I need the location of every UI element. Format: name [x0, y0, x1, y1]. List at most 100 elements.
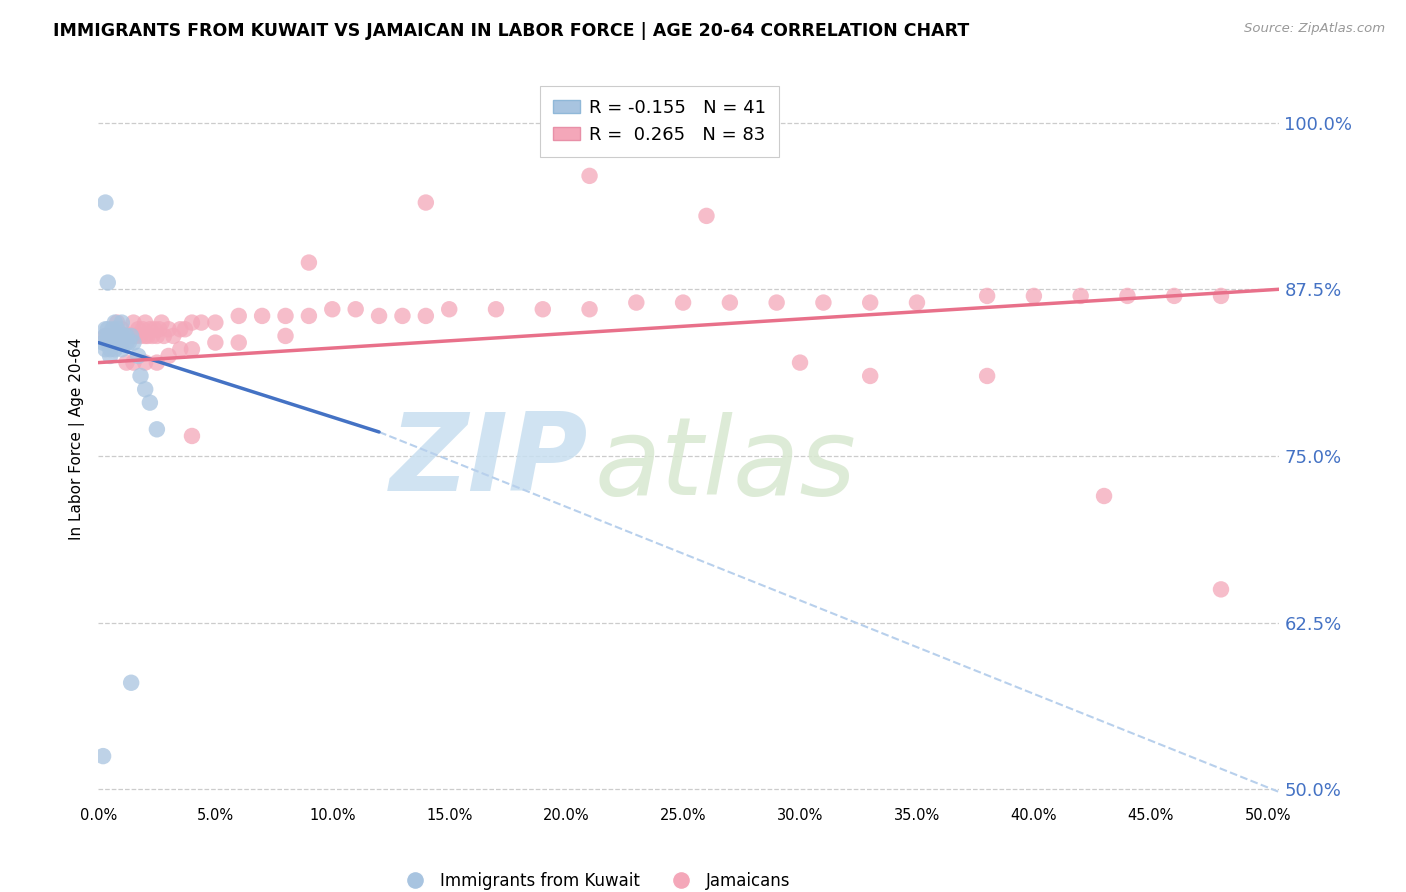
Point: [578, 302, 600, 317]
Point: [415, 309, 437, 323]
Point: [122, 335, 145, 350]
Point: [129, 368, 152, 383]
Point: [391, 309, 413, 323]
Point: [344, 302, 367, 317]
Point: [111, 329, 134, 343]
Point: [101, 329, 124, 343]
Point: [104, 329, 127, 343]
Point: [91, 749, 114, 764]
Point: [204, 335, 226, 350]
Point: [321, 302, 343, 317]
Point: [439, 302, 461, 317]
Point: [118, 329, 141, 343]
Point: [97, 322, 120, 336]
Point: [146, 422, 169, 436]
Point: [134, 382, 156, 396]
Point: [115, 335, 138, 350]
Point: [204, 316, 226, 330]
Point: [139, 322, 162, 336]
Point: [94, 329, 117, 343]
Point: [111, 316, 134, 330]
Point: [976, 289, 998, 303]
Point: [112, 335, 135, 350]
Point: [122, 316, 145, 330]
Point: [98, 335, 121, 350]
Point: [91, 335, 114, 350]
Point: [120, 329, 142, 343]
Point: [98, 329, 121, 343]
Point: [101, 322, 124, 336]
Point: [105, 316, 128, 330]
Point: [672, 295, 695, 310]
Point: [1092, 489, 1115, 503]
Point: [105, 335, 128, 350]
Point: [626, 295, 648, 310]
Point: [228, 309, 250, 323]
Point: [97, 329, 120, 343]
Text: atlas: atlas: [595, 412, 856, 517]
Point: [122, 356, 145, 370]
Point: [274, 309, 297, 323]
Point: [485, 302, 508, 317]
Point: [146, 356, 169, 370]
Point: [105, 329, 128, 343]
Point: [181, 343, 204, 357]
Point: [274, 329, 297, 343]
Point: [127, 322, 149, 336]
Point: [108, 329, 131, 343]
Point: [298, 255, 321, 269]
Point: [1116, 289, 1139, 303]
Point: [111, 343, 134, 357]
Point: [112, 329, 135, 343]
Point: [97, 335, 120, 350]
Point: [104, 329, 127, 343]
Point: [104, 316, 127, 330]
Point: [129, 329, 152, 343]
Point: [695, 209, 717, 223]
Point: [115, 356, 138, 370]
Point: [1209, 582, 1232, 597]
Point: [112, 329, 135, 343]
Point: [169, 322, 191, 336]
Point: [98, 349, 121, 363]
Point: [905, 295, 928, 310]
Point: [765, 295, 787, 310]
Text: ZIP: ZIP: [391, 409, 589, 514]
Point: [190, 316, 212, 330]
Point: [97, 276, 120, 290]
Point: [162, 329, 184, 343]
Point: [813, 295, 835, 310]
Point: [94, 195, 117, 210]
Point: [125, 329, 148, 343]
Point: [181, 429, 204, 443]
Point: [148, 322, 170, 336]
Point: [105, 322, 128, 336]
Point: [136, 329, 159, 343]
Point: [122, 329, 145, 343]
Point: [1022, 289, 1045, 303]
Point: [181, 316, 204, 330]
Point: [146, 329, 169, 343]
Point: [108, 335, 131, 350]
Point: [115, 329, 138, 343]
Point: [859, 368, 882, 383]
Point: [368, 309, 391, 323]
Point: [101, 335, 124, 350]
Point: [134, 316, 156, 330]
Point: [98, 343, 121, 357]
Point: [228, 335, 250, 350]
Point: [174, 322, 197, 336]
Point: [531, 302, 554, 317]
Point: [150, 316, 173, 330]
Point: [157, 349, 180, 363]
Point: [134, 329, 156, 343]
Point: [101, 329, 124, 343]
Point: [578, 169, 600, 183]
Point: [139, 395, 162, 409]
Point: [120, 675, 142, 690]
Point: [97, 329, 120, 343]
Point: [859, 295, 882, 310]
Point: [157, 322, 180, 336]
Point: [718, 295, 741, 310]
Point: [141, 329, 163, 343]
